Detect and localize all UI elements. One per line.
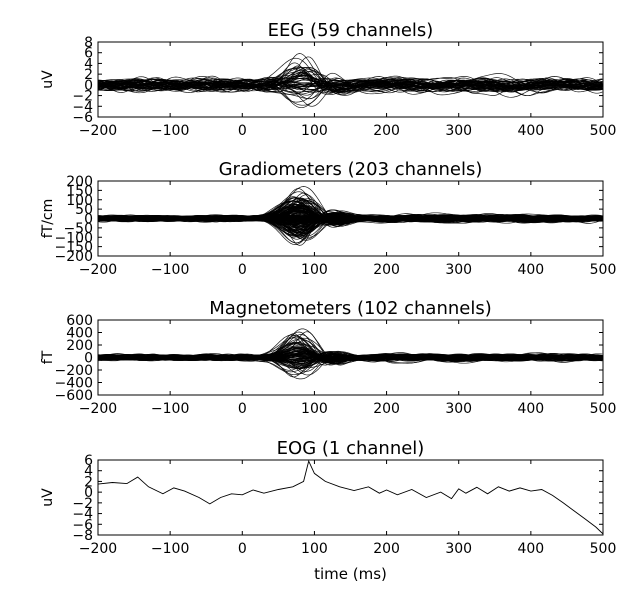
eog-xtick-label: −100 [151, 541, 189, 557]
eeg-xtick-label: 200 [373, 123, 400, 139]
eeg-trace [98, 77, 603, 93]
magnetometers-ytick-label: −600 [55, 388, 93, 404]
eog-xtick-label: −200 [79, 541, 117, 557]
eog-xtick-label: 200 [373, 541, 400, 557]
eeg-ytick-label: 6 [84, 46, 93, 62]
eog-ytick-label: −2 [72, 496, 93, 512]
eeg-ytick-label: −4 [72, 99, 93, 115]
eeg-ylabel: uV [40, 70, 56, 89]
gradiometers-xtick-label: 0 [238, 262, 247, 278]
magnetometers-trace [98, 342, 603, 364]
eog-ytick-label: 4 [84, 464, 93, 480]
magnetometers-xtick-label: 500 [590, 401, 617, 417]
eog-ytick-label: 0 [84, 485, 93, 501]
eeg-trace [98, 77, 603, 100]
gradiometers-ytick-label: −150 [55, 240, 93, 256]
eog-ytick-label: −8 [72, 528, 93, 544]
eog-axes-frame [97, 459, 604, 536]
eeg-trace [98, 78, 603, 93]
eeg-ytick-label: −6 [72, 110, 93, 126]
gradiometers-ytick-label: −50 [63, 221, 93, 237]
eeg-xtick-label: 100 [301, 123, 328, 139]
gradiometers-ytick-label: 50 [75, 202, 93, 218]
gradiometers-ytick-label: 200 [66, 174, 93, 190]
gradiometers-panel: Gradiometers (203 channels) fT/cm −200 −100… [40, 159, 616, 278]
gradiometers-ytick-label: −200 [55, 249, 93, 265]
eeg-trace [98, 73, 603, 94]
eeg-xtick-label: 500 [590, 123, 617, 139]
gradiometers-xtick-label: 100 [301, 262, 328, 278]
magnetometers-ytick-label: −400 [55, 376, 93, 392]
eog-trace [98, 460, 603, 535]
magnetometers-ytick-label: 200 [66, 338, 93, 354]
eog-xtick-label: 0 [238, 541, 247, 557]
eog-traces [98, 460, 603, 535]
eeg-ytick-label: 4 [84, 56, 93, 72]
gradiometers-title: Gradiometers (203 channels) [219, 159, 483, 180]
gradiometers-trace [98, 205, 603, 222]
eog-ytick-label: −4 [72, 507, 93, 523]
eeg-xtick-label: 0 [238, 123, 247, 139]
eeg-traces [98, 53, 603, 109]
gradiometers-trace [98, 213, 603, 223]
magnetometers-xtick-label: 200 [373, 401, 400, 417]
gradiometers-xtick-label: 400 [517, 262, 544, 278]
magnetometers-xtick-label: 400 [517, 401, 544, 417]
eeg-ytick-label: 8 [84, 35, 93, 51]
magnetometers-xtick-label: −100 [151, 401, 189, 417]
eeg-axes-frame [97, 41, 604, 118]
eeg-trace [98, 79, 603, 93]
magnetometers-ytick-label: 400 [66, 326, 93, 342]
eeg-xtick-label: 300 [445, 123, 472, 139]
magnetometers-xtick-label: −200 [79, 401, 117, 417]
eeg-panel: EEG (59 channels) uV −200 −100 0 100 200 300 400… [40, 20, 616, 139]
magnetometers-ytick-label: −200 [55, 363, 93, 379]
eog-panel: EOG (1 channel) uV −200 −100 0 100 200 300 400 50… [40, 438, 616, 583]
eeg-xtick-label: −200 [79, 123, 117, 139]
eeg-xtick-label: −100 [151, 123, 189, 139]
eog-xlabel: time (ms) [314, 565, 387, 583]
eog-xtick-label: 100 [301, 541, 328, 557]
gradiometers-ylabel: fT/cm [40, 199, 56, 239]
magnetometers-ytick-label: 0 [84, 351, 93, 367]
gradiometers-traces [98, 186, 603, 246]
gradiometers-ytick-label: 150 [66, 183, 93, 199]
magnetometers-xtick-label: 0 [238, 401, 247, 417]
eog-xtick-label: 300 [445, 541, 472, 557]
gradiometers-xtick-label: 500 [590, 262, 617, 278]
eog-xtick-label: 400 [517, 541, 544, 557]
eog-ytick-label: −6 [72, 517, 93, 533]
eog-ytick-label: 2 [84, 474, 93, 490]
gradiometers-trace [98, 215, 603, 228]
eeg-ytick-label: −2 [72, 89, 93, 105]
eeg-xtick-label: 400 [517, 123, 544, 139]
eeg-ytick-label: 2 [84, 67, 93, 83]
magnetometers-traces [98, 328, 603, 380]
magnetometers-trace [98, 353, 603, 369]
eeg-title: EEG (59 channels) [268, 20, 434, 41]
gradiometers-xtick-label: 200 [373, 262, 400, 278]
magnetometers-panel: Magnetometers (102 channels)fT−200 −100 0 1… [40, 298, 616, 417]
eog-ytick-label: 6 [84, 453, 93, 469]
gradiometers-ytick-label: −100 [55, 230, 93, 246]
eog-ylabel: uV [40, 488, 56, 507]
magnetometers-title: Magnetometers (102 channels) [209, 298, 492, 319]
magnetometers-ytick-label: 600 [66, 313, 93, 329]
magnetometers-ylabel: fT [40, 350, 56, 364]
gradiometers-xtick-label: 300 [445, 262, 472, 278]
eog-title: EOG (1 channel) [277, 438, 425, 459]
gradiometers-xtick-label: −200 [79, 262, 117, 278]
gradiometers-ytick-label: 100 [66, 193, 93, 209]
magnetometers-xtick-label: 100 [301, 401, 328, 417]
gradiometers-ytick-label: 0 [84, 212, 93, 228]
eeg-ytick-label: 0 [84, 78, 93, 94]
gradiometers-xtick-label: −100 [151, 262, 189, 278]
magnetometers-trace [98, 344, 603, 361]
magnetometers-xtick-label: 300 [445, 401, 472, 417]
eog-xtick-label: 500 [590, 541, 617, 557]
